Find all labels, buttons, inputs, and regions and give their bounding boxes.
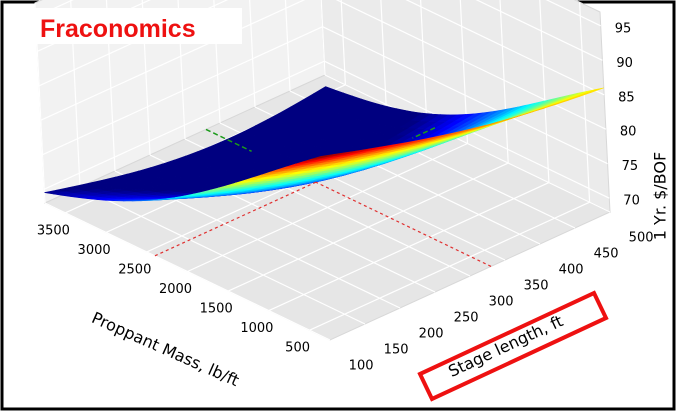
z-tick-label: 75 [622, 159, 639, 174]
grid-line-z-wall [322, 26, 608, 165]
x-tick-label: 3500 [37, 223, 70, 238]
grid-line-y-wall [105, 0, 116, 172]
minimum-line-stage-edge [205, 128, 252, 152]
y-tick-label: 250 [454, 311, 479, 326]
y-axis-label-highlight-box [417, 290, 609, 402]
z-tick-label: 80 [620, 125, 637, 140]
grid-line-z-wall [42, 26, 323, 156]
y-tick-label: 350 [524, 279, 549, 294]
grid-line-y-floor [324, 74, 611, 213]
grid-line-y-wall [320, 0, 326, 76]
grid-line-x-wall [459, 0, 469, 144]
surface-plot [44, 86, 604, 202]
y-tick-label: 300 [489, 295, 514, 310]
z-tick-label: 85 [618, 90, 635, 105]
grid-line-x-wall [420, 0, 428, 124]
y-tick-label: 100 [349, 359, 374, 374]
grid-line-z-wall [335, 0, 607, 130]
title-box [8, 8, 242, 44]
y-tick-label: 500 [629, 231, 654, 246]
minimum-line-stage [315, 181, 492, 267]
chart-title: Fraconomics [40, 15, 196, 43]
z-tick-label: 90 [616, 56, 633, 71]
z-tick-label: 95 [615, 21, 632, 36]
grid-line-x-wall [340, 0, 346, 85]
grid-line-x-wall [499, 0, 509, 164]
grid-line-z-wall [40, 0, 306, 121]
grid-line-z-wall [545, 0, 601, 27]
x-tick-label: 3000 [78, 243, 111, 258]
x-tick-label: 2000 [159, 282, 192, 297]
x-tick-label: 1000 [240, 321, 273, 336]
grid-line-y-wall [141, 0, 151, 156]
z-axis-label: 1 Yr. $/BOF [651, 152, 670, 240]
grid-line-x-wall [579, 2, 591, 203]
grid-line-y-floor [79, 186, 366, 325]
minimum-line-proppant-edge [412, 127, 436, 139]
grid-line-z-wall [475, 0, 603, 61]
x-tick-label: 2500 [118, 262, 151, 277]
grid-line-y-wall [249, 0, 256, 108]
grid-line-y-floor [44, 202, 331, 341]
x-tick-label: 1500 [200, 302, 233, 317]
axis-ticks: 500 1000 1500 2000 2500 3000 3500 100 150 200 250 3… [37, 21, 654, 373]
y-tick-label: 200 [419, 327, 444, 342]
z-tick-label: 70 [623, 194, 640, 209]
y-tick-label: 400 [559, 263, 584, 278]
grid-line-y-wall [284, 0, 291, 92]
grid-line-z-wall [405, 0, 605, 96]
surface-cell [312, 154, 333, 160]
minimum-marker-lines [154, 127, 492, 267]
grid-line-z-wall [44, 60, 325, 190]
y-tick-label: 450 [594, 247, 619, 262]
x-tick-label: 500 [285, 341, 310, 356]
grid-line-x-wall [380, 0, 387, 105]
y-tick-label: 150 [384, 343, 409, 358]
grid-line-x-wall [539, 0, 550, 183]
